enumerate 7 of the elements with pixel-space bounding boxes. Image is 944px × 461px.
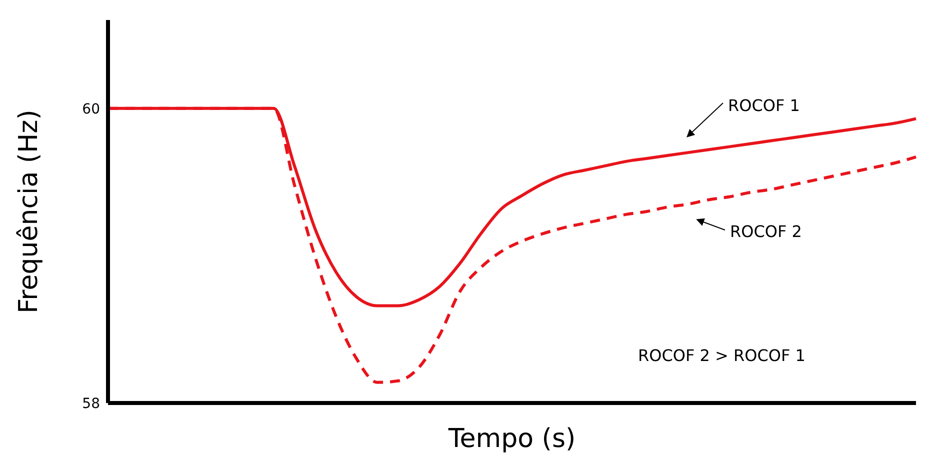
y-axis-title: Frequência (Hz) [14, 110, 44, 314]
series-label: ROCOF 1 [728, 96, 800, 115]
y-tick-label: 60 [82, 101, 100, 118]
x-axis-title: Tempo (s) [447, 424, 576, 454]
y-tick-label: 58 [82, 396, 100, 412]
annotation: ROCOF 2 > ROCOF 1 [638, 346, 806, 365]
series-label: ROCOF 2 [730, 222, 802, 241]
